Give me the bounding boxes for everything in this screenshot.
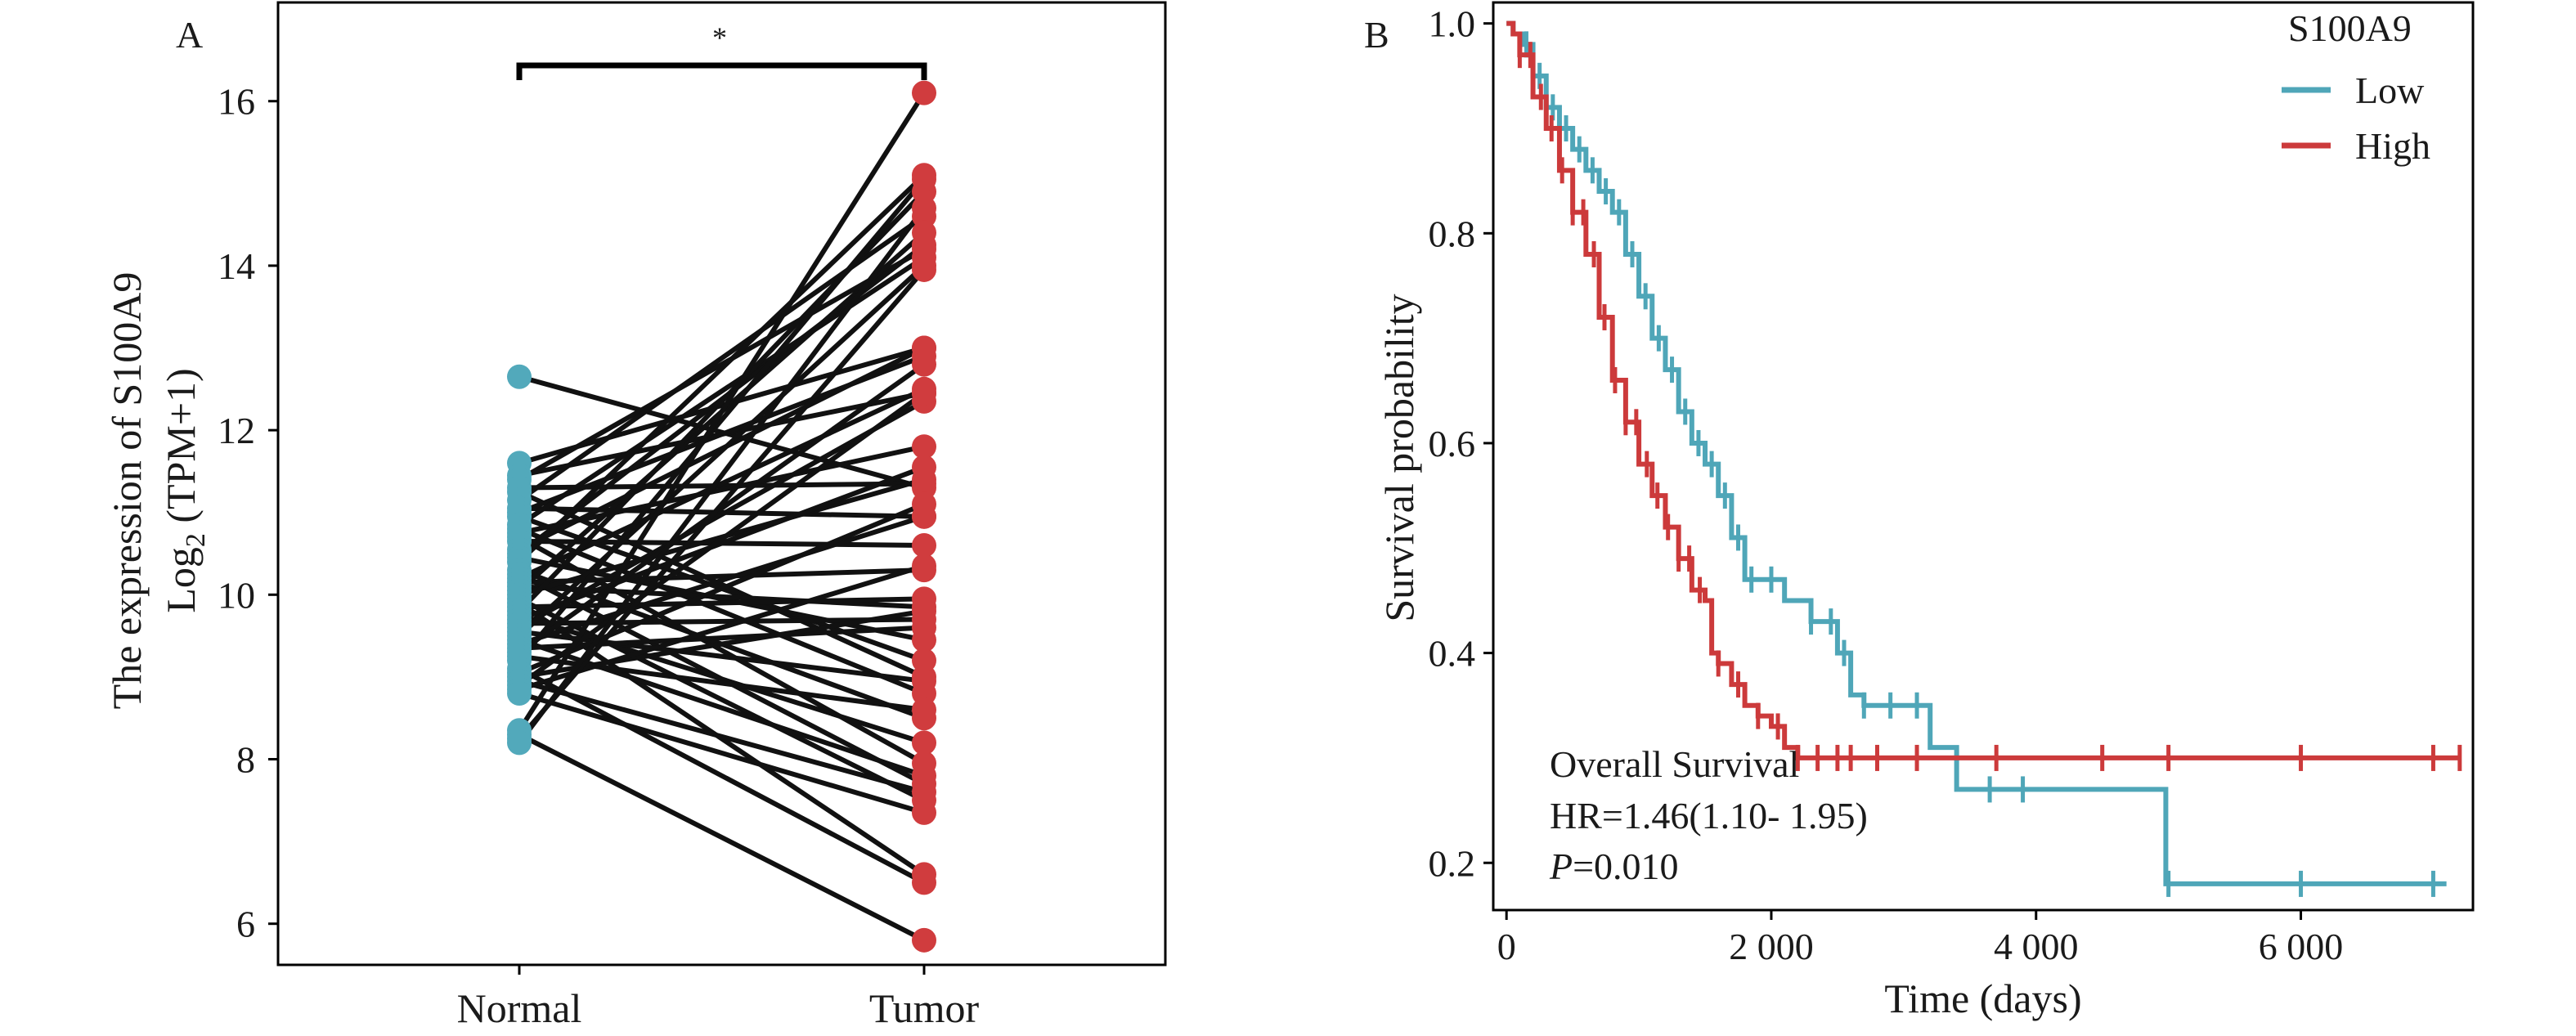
normal-point-48: [507, 681, 532, 706]
b-y-tick-label-4: 1.0: [1429, 3, 1476, 45]
survival-curve-low: [1506, 20, 2447, 886]
x-category-normal: Normal: [457, 985, 582, 1031]
y-tick-label-6: 6: [236, 904, 255, 945]
pair-line-10: [518, 255, 926, 527]
pair-line-50: [518, 732, 926, 943]
tumor-point-51: [912, 257, 936, 282]
tumor-point-45: [912, 779, 936, 805]
panel-b-y-ticks: 0.2 0.4 0.6 0.8 1.0: [1429, 3, 1493, 884]
panel-b-x-ticks: 0 2 000 4 000 6 000: [1497, 910, 2344, 967]
b-y-tick-label-3: 0.8: [1429, 213, 1476, 254]
pair-line-31: [518, 464, 926, 622]
panel-b-y-title: Survival probability: [1376, 294, 1422, 621]
tumor-point-44: [912, 599, 936, 624]
pair-line-48: [518, 691, 925, 815]
pair-line-39: [518, 362, 926, 655]
panel-a-y-title-line1: The expression of S100A9: [104, 272, 150, 710]
y-tick-label-12: 12: [218, 410, 255, 451]
pair-line-21: [518, 387, 926, 581]
panel-a-label: A: [176, 14, 203, 56]
tumor-point-52: [912, 195, 936, 221]
tumor-point-43: [912, 491, 936, 517]
tumor-point-47: [912, 554, 936, 579]
tumor-point-41: [912, 167, 936, 192]
expression-points: [507, 80, 936, 953]
legend: S100A9 Low High: [2282, 7, 2430, 167]
tumor-point-48: [912, 800, 936, 825]
annotation-title: Overall Survival: [1550, 743, 1799, 785]
pair-line-3: [518, 247, 926, 482]
pair-line-49: [517, 92, 927, 732]
tumor-point-50: [912, 927, 936, 953]
b-y-tick-label-2: 0.6: [1429, 423, 1476, 464]
x-category-tumor: Tumor: [869, 985, 980, 1031]
panel-b-label: B: [1364, 14, 1389, 56]
tumor-point-34: [912, 668, 936, 693]
pair-line-52: [517, 206, 927, 745]
pair-line-47: [518, 563, 925, 692]
pair-line-34: [518, 629, 925, 684]
panel-a-y-title-line2: Log2 (TPM+1): [158, 368, 211, 612]
pair-line-11: [518, 527, 926, 696]
significance-bracket-line: [516, 62, 927, 80]
tumor-point-14: [912, 532, 936, 558]
pair-line-35: [517, 263, 927, 638]
survival-curves: [1506, 20, 2462, 897]
legend-title: S100A9: [2288, 7, 2412, 49]
pair-line-43: [518, 501, 926, 675]
panel-b-x-title: Time (days): [1884, 975, 2081, 1021]
annotation-hr: HR=1.46(1.10- 1.95): [1550, 795, 1868, 836]
y-tick-label-14: 14: [218, 245, 255, 287]
survival-annotation: Overall Survival HR=1.46(1.10- 1.95) P=0…: [1549, 743, 1868, 887]
tumor-point-42: [912, 870, 936, 895]
tumor-point-31: [912, 455, 936, 480]
pair-line-18: [517, 173, 927, 564]
legend-low-label: Low: [2355, 70, 2425, 111]
b-x-tick-label-0: 0: [1497, 926, 1516, 967]
pair-line-44: [518, 608, 925, 679]
b-x-tick-label-2: 4 000: [1994, 926, 2079, 967]
panel-b: B 0.2 0.4 0.6 0.8 1.0 0 2 000 4 000 6 000 Survi…: [1364, 1, 2475, 1021]
b-y-tick-label-1: 0.4: [1429, 633, 1476, 675]
y-tick-label-10: 10: [218, 574, 255, 616]
paired-lines: [517, 92, 927, 943]
b-x-tick-label-3: 6 000: [2259, 926, 2344, 967]
significance-star: *: [712, 21, 727, 54]
pair-line-45: [518, 679, 925, 795]
legend-high-label: High: [2355, 125, 2430, 167]
y-tick-label-16: 16: [218, 81, 255, 123]
annotation-p: P=0.010: [1549, 845, 1679, 887]
pair-line-51: [517, 267, 927, 741]
survival-curve-high: [1506, 20, 2460, 760]
panel-a-y-ticks: 6 8 10 12 14 16: [218, 81, 278, 945]
pair-line-5: [518, 489, 926, 679]
tumor-point-49: [912, 80, 936, 105]
pair-line-12: [518, 444, 925, 536]
b-x-tick-label-1: 2 000: [1729, 926, 1814, 967]
tumor-point-46: [912, 380, 936, 406]
tumor-point-39: [912, 352, 936, 377]
tumor-point-40: [912, 697, 936, 723]
pair-line-41: [517, 177, 927, 662]
tumor-point-9: [912, 648, 936, 673]
y-tick-label-8: 8: [236, 739, 255, 781]
tumor-point-30: [912, 730, 936, 756]
significance-bracket: *: [516, 21, 927, 80]
b-y-tick-label-0: 0.2: [1429, 842, 1476, 884]
pair-line-26: [518, 596, 926, 803]
panel-a: A 6 8 10 12 14 16 * Normal Tumor The expressi…: [104, 1, 1167, 1031]
tumor-point-24: [912, 220, 936, 245]
pair-line-46: [518, 391, 926, 688]
panel-a-frame: [276, 1, 1167, 966]
normal-point-0: [507, 364, 532, 389]
normal-point-52: [507, 730, 532, 756]
panel-b-frame: [1492, 1, 2475, 912]
tumor-point-12: [912, 434, 936, 460]
pair-line-42: [518, 666, 926, 886]
